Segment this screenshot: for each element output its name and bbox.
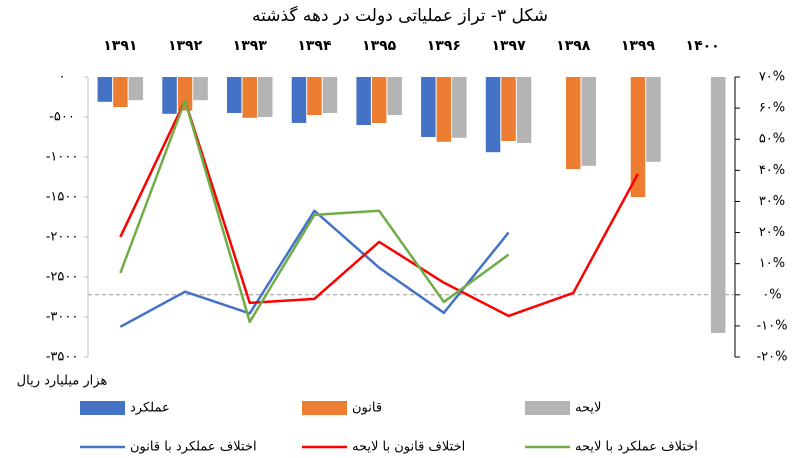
bar [322, 77, 338, 113]
y2-tick-label: ۵۰% [759, 132, 785, 147]
bar [581, 77, 596, 166]
y-tick-label: -۳۰۰۰ [46, 310, 79, 325]
y2-tick-label: ۷۰% [759, 70, 785, 85]
bar [371, 77, 387, 123]
legend-label: لایحه [575, 401, 601, 416]
bar [97, 77, 113, 102]
line [119, 99, 640, 318]
bar [436, 77, 452, 142]
legend-label: قانون [352, 401, 382, 416]
bar [421, 77, 436, 137]
bar [162, 77, 177, 114]
x-tick-label: ۱۴۰۰ [686, 38, 720, 54]
x-tick-label: ۱۳۹۴ [297, 38, 332, 54]
x-tick-label: ۱۳۹۸ [556, 38, 591, 54]
y2-tick-label: ۳۰% [759, 194, 785, 209]
bar [113, 77, 128, 107]
y-axis-label: هزار میلیارد ریال [17, 374, 108, 389]
y2-tick-label: -۲۰% [756, 350, 787, 365]
legend-label: اختلاف عملکرد با قانون [130, 440, 257, 455]
bar [307, 77, 322, 115]
bar [566, 77, 581, 169]
chart-title: شکل ۳- تراز عملیاتی دولت در دهه گذشته [252, 5, 548, 26]
bar [646, 77, 661, 162]
y-tick-label: -۱۵۰۰ [46, 190, 79, 205]
bar [516, 77, 532, 143]
bar [485, 77, 501, 153]
y-tick-label: -۳۵۰۰ [46, 350, 79, 365]
y-tick-label: ۰ [59, 70, 66, 85]
bar [258, 77, 273, 117]
x-tick-label: ۱۳۹۹ [621, 38, 656, 54]
legend-swatch [80, 401, 125, 415]
y2-tick-label: ۰% [762, 287, 781, 302]
bar [630, 77, 646, 197]
y-tick-label: -۱۰۰۰ [46, 150, 79, 165]
bar [710, 77, 726, 333]
line [119, 209, 510, 328]
y2-tick-label: ۶۰% [759, 101, 785, 116]
x-tick-label: ۱۳۹۷ [491, 38, 526, 54]
y-tick-label: -۲۰۰۰ [46, 230, 79, 245]
legend-swatch [302, 401, 347, 415]
x-tick-label: ۱۳۹۲ [168, 38, 203, 54]
bar [242, 77, 257, 118]
x-tick-label: ۱۳۹۱ [103, 38, 137, 54]
legend-label: اختلاف عملکرد با لایحه [575, 440, 698, 455]
x-tick-label: ۱۳۹۶ [427, 38, 461, 54]
y2-tick-label: ۴۰% [759, 163, 785, 178]
legend-label: اختلاف قانون با لایحه [352, 440, 465, 455]
bar [177, 77, 193, 111]
y2-tick-label: -۱۰% [756, 318, 787, 333]
y2-tick-label: ۱۰% [759, 256, 785, 271]
bar [291, 77, 307, 123]
bar [227, 77, 242, 113]
y-tick-label: -۲۵۰۰ [46, 270, 79, 285]
bar [193, 77, 208, 101]
y-tick-label: -۵۰۰ [49, 110, 75, 125]
x-tick-label: ۱۳۹۳ [233, 38, 268, 54]
bar [387, 77, 402, 115]
bar [452, 77, 467, 138]
line [119, 99, 510, 324]
legend-swatch [525, 401, 570, 415]
x-tick-label: ۱۳۹۵ [362, 38, 397, 54]
y2-tick-label: ۲۰% [759, 225, 785, 240]
legend-label: عملکرد [130, 401, 170, 416]
bar [128, 77, 144, 101]
bar [501, 77, 516, 141]
bar [356, 77, 371, 125]
